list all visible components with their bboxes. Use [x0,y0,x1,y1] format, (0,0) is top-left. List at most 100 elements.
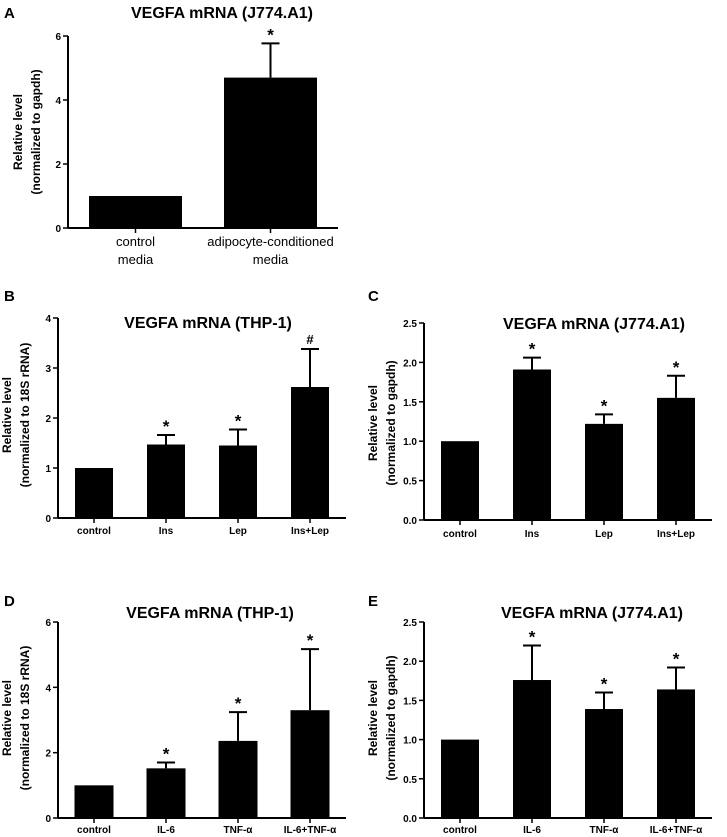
category-label: control [116,234,155,249]
bar [441,441,479,520]
y-tick-label: 0 [55,224,61,235]
panel-c: C VEGFA mRNA (J774.A1) Relative level (norm… [366,288,712,540]
y-axis-label: (normalized to 18S rRNA) [18,646,32,791]
y-axis-label: Relative level [11,94,25,170]
y-tick-label: 0.0 [403,516,417,527]
category-label: control [77,825,111,836]
bar [657,397,695,520]
category-label: Ins+Lep [291,526,329,537]
y-axis-label: (normalized to 18S rRNA) [18,343,32,488]
significance-marker: * [529,628,536,647]
y-tick-label: 4 [45,314,51,325]
y-tick-label: 0.0 [403,814,417,825]
y-tick-label: 2 [45,414,51,425]
bar [224,77,317,228]
bar [585,423,623,520]
significance-marker: * [163,417,170,436]
significance-marker: * [601,396,608,415]
category-label: IL-6 [523,825,541,836]
bar [89,196,182,228]
panel-a: A VEGFA mRNA (J774.A1) Relative level (norm… [4,5,338,267]
y-tick-label: 0 [45,814,51,825]
category-label: adipocyte-conditioned [207,234,333,249]
chart-title: VEGFA mRNA (J774.A1) [501,605,683,622]
y-tick-label: 4 [55,96,61,107]
bar [218,740,258,818]
bar [219,445,257,518]
y-tick-label: 2.5 [403,319,417,330]
y-tick-label: 1.0 [403,437,417,448]
bar [585,709,623,818]
y-axis-label: (normalized to gapdh) [384,360,398,485]
significance-marker: * [235,694,242,713]
y-tick-label: 1.0 [403,736,417,747]
y-tick-label: 0.5 [403,775,417,786]
y-axis-label: Relative level [0,680,14,756]
bar [513,680,551,818]
chart-title: VEGFA mRNA (THP-1) [126,605,294,622]
y-tick-label: 0 [45,514,51,525]
bar [74,785,114,818]
category-label: TNF-α [224,825,254,836]
category-label: IL-6+TNF-α [284,825,337,836]
category-label: media [253,252,289,267]
y-tick-label: 1.5 [403,696,417,707]
significance-marker: * [267,25,274,44]
significance-marker: * [673,358,680,377]
bar [290,710,330,818]
panel-letter-b: B [4,288,15,305]
significance-marker: * [601,675,608,694]
y-axis-label: (normalized to gapdh) [384,655,398,780]
chart-title: VEGFA mRNA (THP-1) [124,315,292,332]
bar [513,369,551,520]
significance-marker: * [163,744,170,763]
bar [291,387,329,518]
category-label: Ins [525,529,540,540]
significance-marker: * [307,631,314,650]
panel-letter-e: E [368,593,378,610]
bar [146,768,186,818]
category-label: IL-6+TNF-α [650,825,703,836]
y-tick-label: 1 [45,464,51,475]
category-label: Lep [595,529,613,540]
category-label: Ins [159,526,174,537]
chart-title: VEGFA mRNA (J774.A1) [131,5,313,22]
category-label: Ins+Lep [657,529,695,540]
significance-marker: * [235,412,242,431]
bar [75,468,113,518]
category-label: control [443,529,477,540]
y-axis-label: (normalized to gapdh) [29,69,43,194]
panel-e: E VEGFA mRNA (J774.A1) Relative level (norm… [366,593,712,836]
y-tick-label: 3 [45,364,51,375]
category-label: IL-6 [157,825,175,836]
y-axis-label: Relative level [366,680,380,756]
category-label: control [77,526,111,537]
category-label: media [118,252,154,267]
y-tick-label: 2.0 [403,657,417,668]
panel-letter-c: C [368,288,379,305]
category-label: TNF-α [590,825,620,836]
y-tick-label: 2.5 [403,618,417,629]
panel-b: B VEGFA mRNA (THP-1) Relative level (normal… [0,288,346,537]
y-tick-label: 2 [55,160,61,171]
significance-marker: * [673,649,680,668]
bar [657,689,695,818]
panel-letter-d: D [4,593,15,610]
significance-marker: * [529,340,536,359]
y-tick-label: 6 [55,32,61,43]
y-axis-label: Relative level [366,385,380,461]
y-tick-label: 2 [45,749,51,760]
y-tick-label: 1.5 [403,398,417,409]
y-tick-label: 6 [45,618,51,629]
y-tick-label: 4 [45,683,51,694]
category-label: control [443,825,477,836]
category-label: Lep [229,526,247,537]
y-axis-label: Relative level [0,377,14,453]
chart-title: VEGFA mRNA (J774.A1) [503,316,685,333]
y-tick-label: 0.5 [403,477,417,488]
panel-d: D VEGFA mRNA (THP-1) Relative level (normal… [0,593,346,836]
panel-letter-a: A [4,5,15,22]
bar [147,444,185,518]
bar [441,739,479,818]
